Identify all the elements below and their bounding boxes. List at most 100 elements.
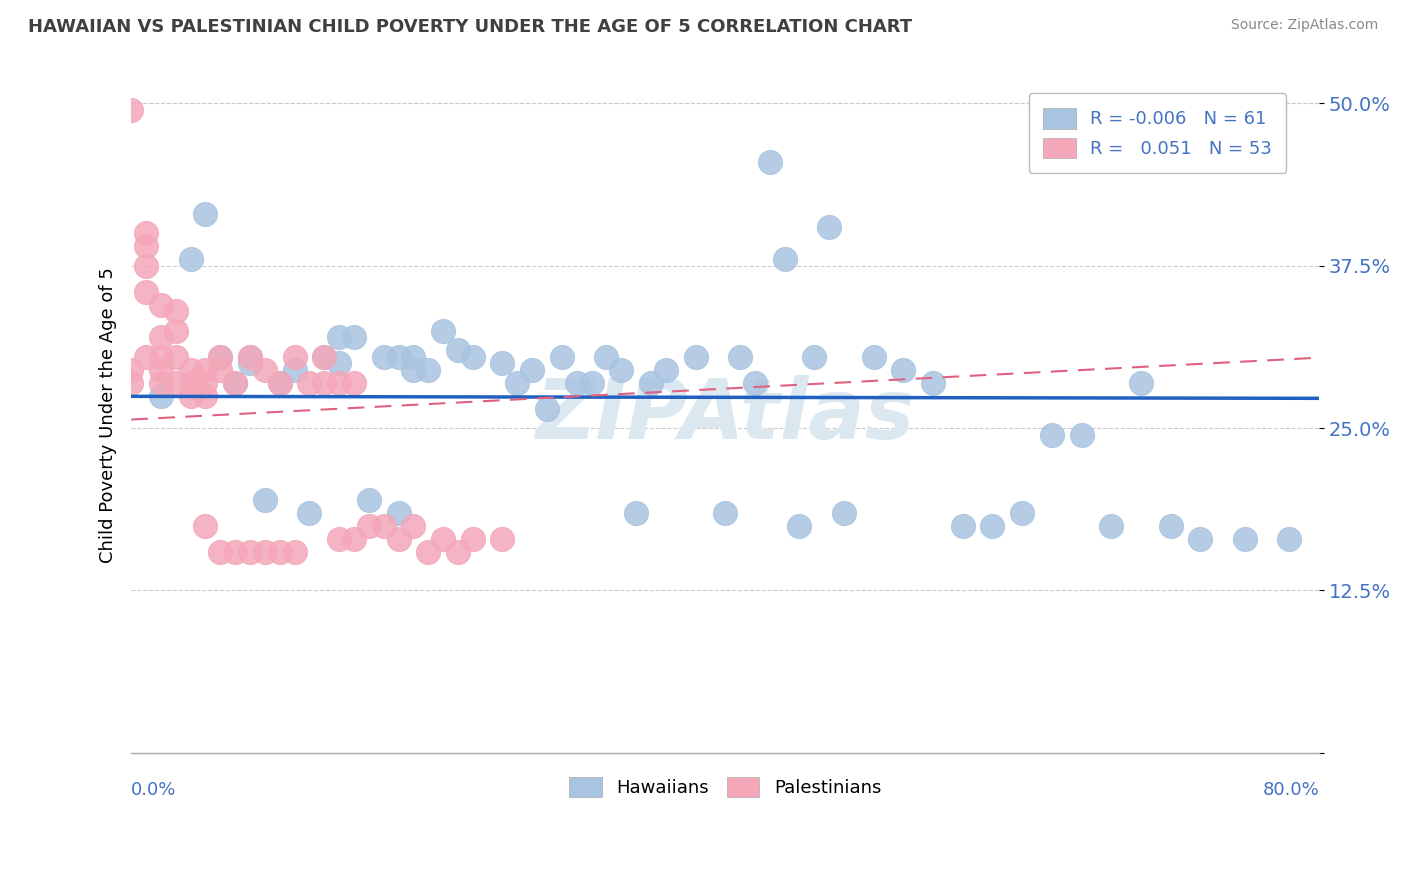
Point [314,376,336,390]
Point [314,350,336,364]
Point [387,506,409,520]
Y-axis label: Child Poverty Under the Age of 5: Child Poverty Under the Age of 5 [100,268,117,563]
Point [520,362,543,376]
Point [922,376,945,390]
Point [269,376,291,390]
Point [120,103,142,117]
Text: 80.0%: 80.0% [1263,780,1319,798]
Point [120,362,142,376]
Point [149,389,172,403]
Point [135,227,157,241]
Point [862,350,884,364]
Point [194,518,217,533]
Point [314,350,336,364]
Point [447,343,470,358]
Point [357,492,380,507]
Point [1129,376,1152,390]
Point [402,362,425,376]
Point [135,285,157,299]
Point [818,219,841,234]
Point [832,506,855,520]
Point [789,518,811,533]
Point [565,376,588,390]
Point [253,544,276,558]
Point [269,376,291,390]
Point [418,362,440,376]
Point [284,362,307,376]
Point [893,362,915,376]
Point [1233,532,1256,546]
Point [298,376,321,390]
Point [328,532,350,546]
Point [253,492,276,507]
Point [491,532,513,546]
Point [209,362,232,376]
Point [981,518,1004,533]
Point [180,389,202,403]
Point [224,376,246,390]
Point [180,362,202,376]
Point [595,350,617,364]
Point [387,532,409,546]
Point [239,544,262,558]
Point [135,350,157,364]
Point [1011,506,1033,520]
Point [610,362,633,376]
Point [165,324,187,338]
Point [1070,427,1092,442]
Point [357,518,380,533]
Point [432,324,454,338]
Point [209,350,232,364]
Point [239,350,262,364]
Point [402,518,425,533]
Point [402,350,425,364]
Point [284,544,307,558]
Point [432,532,454,546]
Point [491,356,513,370]
Point [744,376,766,390]
Point [1160,518,1182,533]
Point [447,544,470,558]
Point [194,207,217,221]
Point [224,376,246,390]
Point [194,362,217,376]
Point [773,252,796,267]
Point [803,350,825,364]
Point [194,376,217,390]
Point [373,350,395,364]
Point [149,376,172,390]
Point [714,506,737,520]
Point [165,350,187,364]
Point [328,330,350,344]
Point [298,506,321,520]
Point [194,389,217,403]
Point [685,350,707,364]
Point [581,376,603,390]
Text: 0.0%: 0.0% [131,780,177,798]
Point [551,350,574,364]
Point [506,376,529,390]
Text: HAWAIIAN VS PALESTINIAN CHILD POVERTY UNDER THE AGE OF 5 CORRELATION CHART: HAWAIIAN VS PALESTINIAN CHILD POVERTY UN… [28,18,912,36]
Point [149,298,172,312]
Text: ZIPAtlas: ZIPAtlas [536,375,915,456]
Point [269,544,291,558]
Point [328,376,350,390]
Point [149,362,172,376]
Point [135,239,157,253]
Point [165,304,187,318]
Point [209,350,232,364]
Point [387,350,409,364]
Point [284,350,307,364]
Point [343,330,366,344]
Point [728,350,751,364]
Legend: Hawaiians, Palestinians: Hawaiians, Palestinians [562,769,889,805]
Point [952,518,974,533]
Point [624,506,647,520]
Point [640,376,662,390]
Point [120,376,142,390]
Point [239,356,262,370]
Point [253,362,276,376]
Point [239,350,262,364]
Point [343,376,366,390]
Point [135,259,157,273]
